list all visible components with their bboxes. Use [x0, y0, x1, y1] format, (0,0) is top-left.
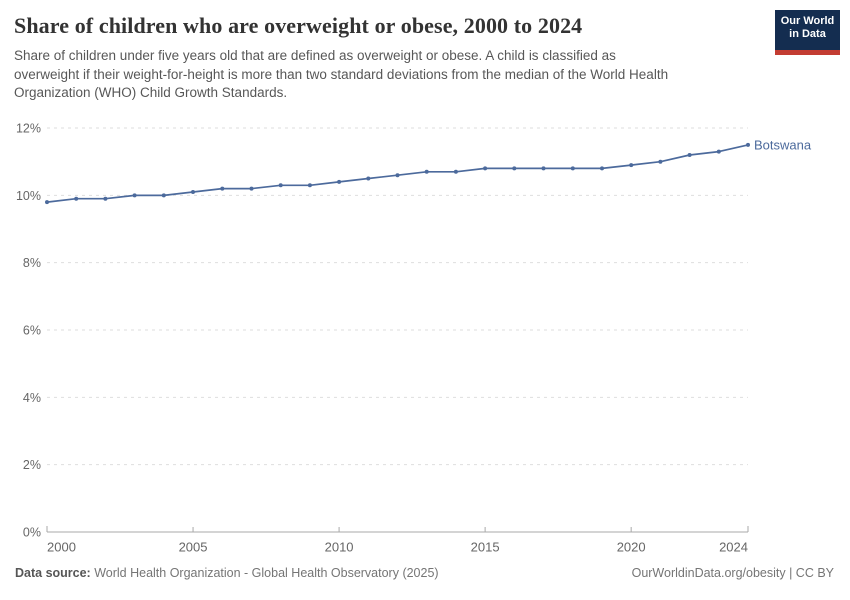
data-point[interactable] — [541, 166, 546, 171]
x-axis-label: 2005 — [179, 540, 208, 555]
owid-logo-text: Our World — [780, 15, 835, 27]
data-point[interactable] — [658, 159, 663, 164]
y-axis-label: 8% — [23, 256, 41, 270]
data-point[interactable] — [424, 169, 429, 174]
data-point[interactable] — [132, 193, 137, 198]
data-point[interactable] — [220, 186, 225, 191]
chart-footer: Data source: World Health Organization -… — [0, 566, 850, 580]
data-point[interactable] — [453, 169, 458, 174]
owid-logo-text: in Data — [789, 28, 826, 40]
subtitle-line: Share of children under five years old t… — [14, 48, 616, 64]
data-point[interactable] — [629, 163, 634, 168]
chart-header: Share of children who are overweight or … — [0, 0, 850, 103]
y-axis-label: 4% — [23, 391, 41, 405]
y-axis-label: 12% — [16, 122, 41, 136]
series-label-botswana[interactable]: Botswana — [754, 137, 812, 152]
y-axis-label: 10% — [16, 189, 41, 203]
line-chart-plot[interactable]: 0% 2% 4% 6% 8% 10% 12% 2000 2005 2010 2015 2020 2024… — [0, 115, 850, 560]
data-point[interactable] — [366, 176, 371, 181]
data-point[interactable] — [161, 193, 166, 198]
x-axis-label: 2010 — [325, 540, 354, 555]
data-point[interactable] — [512, 166, 517, 171]
data-point[interactable] — [249, 186, 254, 191]
x-axis-label: 2000 — [47, 540, 76, 555]
line-chart-svg[interactable]: 0% 2% 4% 6% 8% 10% 12% 2000 2005 2010 2015 2020 2024… — [0, 115, 850, 560]
x-axis-label: 2024 — [719, 540, 748, 555]
data-point[interactable] — [337, 179, 342, 184]
data-point[interactable] — [716, 149, 721, 154]
y-axis-label: 2% — [23, 458, 41, 472]
x-axis-label: 2015 — [471, 540, 500, 555]
data-source-text: World Health Organization - Global Healt… — [90, 566, 439, 580]
data-point[interactable] — [600, 166, 604, 171]
data-source-note: Data source: World Health Organization -… — [15, 566, 439, 580]
data-point[interactable] — [191, 190, 195, 194]
data-point[interactable] — [483, 166, 488, 171]
license-link[interactable]: OurWorldinData.org/obesity | CC BY — [631, 566, 834, 580]
data-point[interactable] — [570, 166, 575, 171]
subtitle-line: Organization (WHO) Child Growth Standard… — [14, 85, 288, 101]
data-point[interactable] — [45, 200, 49, 205]
data-source-label: Data source: — [15, 566, 91, 580]
chart-title: Share of children who are overweight or … — [14, 13, 583, 38]
y-axis-label: 0% — [23, 526, 41, 540]
owid-logo: Our World in Data — [775, 10, 840, 55]
y-axis-label: 6% — [23, 324, 41, 338]
chart-subtitle: Share of children under five years old t… — [14, 47, 760, 103]
subtitle-line: overweight if their weight-for-height is… — [14, 66, 669, 82]
data-point[interactable] — [103, 196, 108, 201]
data-point[interactable] — [687, 153, 692, 157]
data-point[interactable] — [278, 183, 283, 188]
data-point[interactable] — [307, 183, 312, 188]
data-point[interactable] — [746, 142, 750, 147]
data-point[interactable] — [74, 196, 79, 201]
data-point[interactable] — [395, 173, 400, 178]
x-axis-label: 2020 — [617, 540, 646, 555]
